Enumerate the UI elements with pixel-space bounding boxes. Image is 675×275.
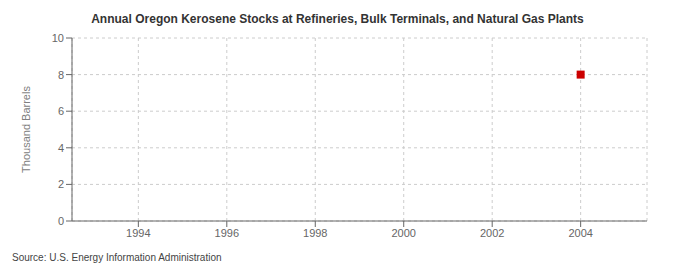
- svg-text:2004: 2004: [568, 227, 592, 239]
- svg-text:1998: 1998: [303, 227, 327, 239]
- svg-text:2000: 2000: [391, 227, 415, 239]
- svg-text:10: 10: [52, 32, 64, 44]
- svg-text:1994: 1994: [126, 227, 150, 239]
- svg-text:0: 0: [58, 215, 64, 227]
- html-text:Source: U.S. Energy Informatio: Source: U.S. Energy Information Administ…: [12, 252, 222, 263]
- svg-text:2002: 2002: [480, 227, 504, 239]
- html-text:Annual Oregon Kerosene Stocks: Annual Oregon Kerosene Stocks at Refiner…: [91, 12, 584, 26]
- svg-text:8: 8: [58, 69, 64, 81]
- svg-text:2: 2: [58, 178, 64, 190]
- svg-text:6: 6: [58, 105, 64, 117]
- svg-text:4: 4: [58, 142, 64, 154]
- svg-text:1996: 1996: [215, 227, 239, 239]
- svg-text:Thousand Barrels: Thousand Barrels: [20, 86, 32, 173]
